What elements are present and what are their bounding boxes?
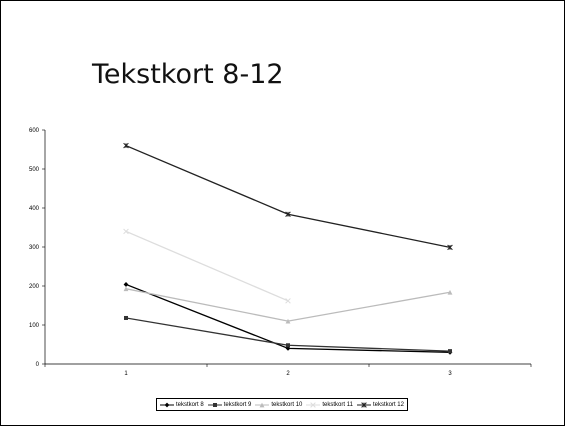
series-point	[123, 282, 129, 287]
slide-title: Tekstkort 8-12	[92, 59, 284, 90]
legend-label: tekstkort 9	[223, 401, 252, 408]
series-tekstkort-10	[123, 286, 453, 324]
legend-label: tekstkort 8	[176, 401, 204, 408]
series-line	[125, 145, 451, 249]
series-tekstkort-9	[124, 315, 452, 354]
series-point	[259, 402, 265, 407]
series-point	[123, 142, 129, 149]
series-line	[125, 230, 289, 302]
legend-item: tekstkort 10	[255, 402, 302, 408]
series-line	[125, 288, 451, 322]
series-line	[125, 283, 451, 353]
series-point	[448, 349, 452, 354]
legend-item: tekstkort 8	[160, 402, 204, 408]
y-tick-label: 100	[29, 323, 40, 329]
series-point	[447, 244, 453, 251]
y-tick-label: 200	[29, 284, 40, 290]
series-point	[285, 318, 291, 324]
series-point	[285, 298, 291, 304]
y-tick-label: 500	[29, 167, 40, 173]
y-tick-label: 600	[29, 128, 40, 134]
series-point	[123, 286, 129, 292]
series-point	[310, 401, 317, 408]
series-point	[361, 401, 367, 408]
series-tekstkort-12	[123, 142, 453, 251]
legend-swatch	[306, 401, 321, 408]
legend-swatch	[255, 402, 270, 407]
legend-label: tekstkort 10	[271, 401, 303, 408]
legend-label: tekstkort 12	[372, 401, 404, 408]
series-point	[164, 402, 170, 407]
y-tick-label: 0	[36, 362, 40, 368]
y-tick-label: 400	[29, 206, 40, 212]
series-point	[123, 228, 129, 235]
y-tick-label: 300	[29, 245, 40, 251]
legend-item: tekstkort 9	[207, 401, 252, 408]
legend-swatch	[356, 401, 371, 408]
series-point	[124, 315, 128, 320]
series-point	[212, 402, 217, 407]
legend-swatch	[207, 402, 222, 407]
legend-swatch	[160, 402, 174, 407]
legend-item: tekstkort 12	[356, 401, 404, 408]
x-tick-label: 2	[286, 371, 290, 377]
series-point	[447, 289, 453, 295]
legend-label: tekstkort 11	[322, 401, 353, 408]
legend-item: tekstkort 11	[306, 402, 353, 408]
series-point	[286, 343, 290, 348]
x-tick-label: 3	[448, 371, 452, 377]
x-tick-label: 1	[124, 371, 128, 377]
chart-legend: tekstkort 8 tekstkort 9 tekstkort 10 tekstk…	[156, 398, 408, 411]
series-point	[285, 211, 291, 217]
series-tekstkort-11	[123, 228, 291, 304]
